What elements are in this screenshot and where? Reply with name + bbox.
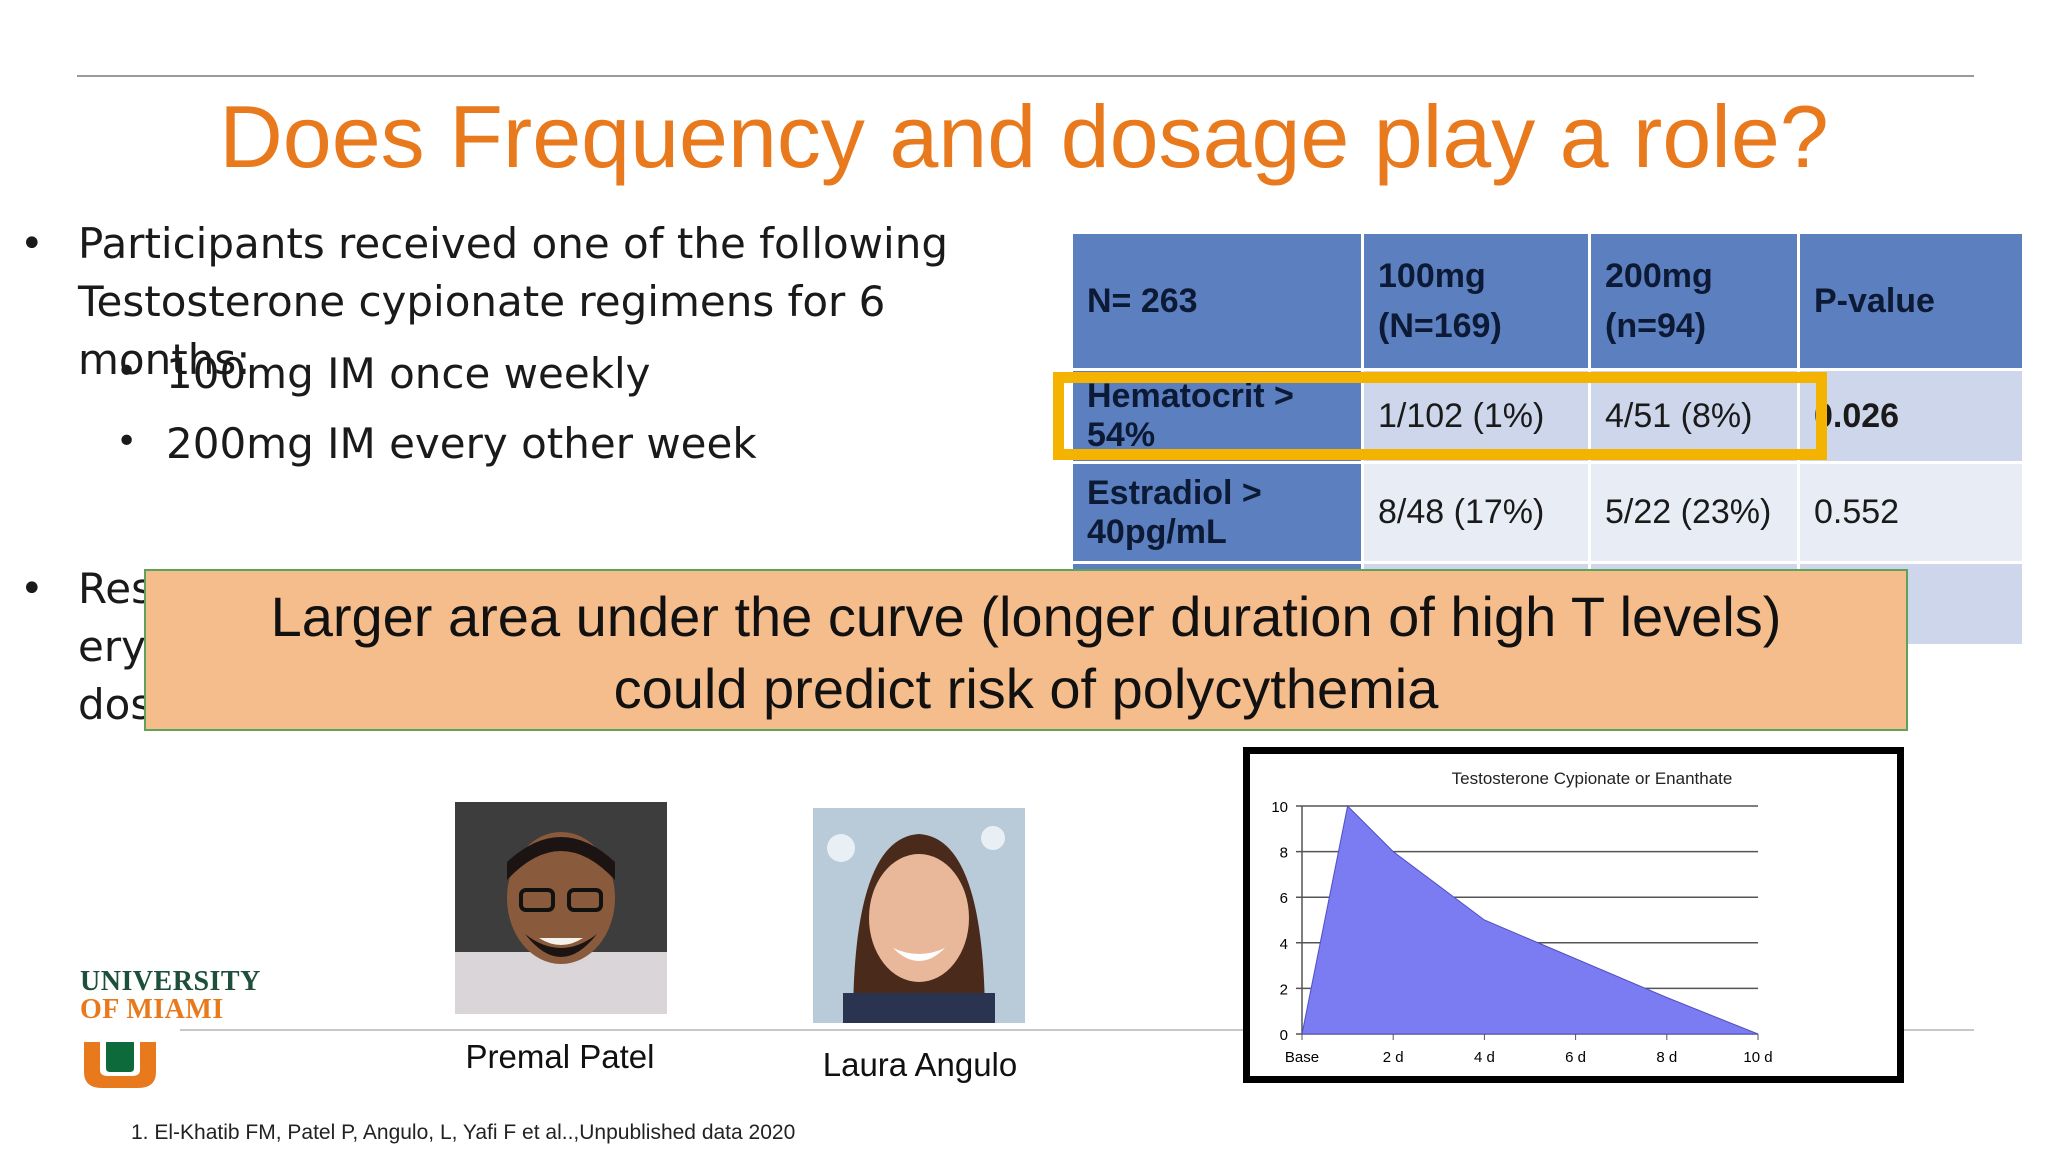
logo-university: UNIVERSITY bbox=[80, 966, 261, 997]
sub-bullet-100mg: • 100mg IM once weekly bbox=[98, 345, 651, 403]
bottom-divider bbox=[180, 1029, 1974, 1031]
header-cell: N= 263 bbox=[1073, 234, 1364, 371]
u-logo-icon bbox=[84, 1042, 156, 1088]
callout-box: Larger area under the curve (longer dura… bbox=[144, 569, 1908, 731]
y-tick-label: 4 bbox=[1280, 936, 1288, 953]
sub-bullet-dot: • bbox=[116, 351, 138, 392]
top-divider bbox=[77, 75, 1974, 77]
bullet-dot: • bbox=[20, 566, 44, 612]
sub-bullet-dot: • bbox=[116, 421, 138, 462]
bullet-participants-text: Participants received one of the followi… bbox=[78, 219, 948, 384]
table-row: Estradiol > 40pg/mL 8/48 (17%) 5/22 (23%… bbox=[1073, 462, 2025, 564]
caption-premal-patel: Premal Patel bbox=[465, 1038, 655, 1075]
row-label: Estradiol > 40pg/mL bbox=[1073, 462, 1364, 564]
table-cell: 1/102 (1%) bbox=[1362, 369, 1591, 464]
portrait-premal-patel bbox=[455, 802, 667, 1014]
header-cell: 100mg (N=169) bbox=[1362, 234, 1591, 371]
bullet-results-text: Res ery dos bbox=[78, 564, 154, 729]
table-cell: 8/48 (17%) bbox=[1362, 462, 1591, 564]
y-tick-label: 8 bbox=[1280, 845, 1288, 862]
bullet-dot: • bbox=[20, 221, 44, 267]
table-cell: 4/51 (8%) bbox=[1589, 369, 1800, 464]
header-cell: P-value bbox=[1798, 234, 2025, 371]
callout-line-1: Larger area under the curve (longer dura… bbox=[270, 585, 1782, 648]
table-cell: 0.026 bbox=[1798, 369, 2025, 464]
table-header-row: N= 263 100mg (N=169) 200mg (n=94) P-valu… bbox=[1073, 234, 2025, 371]
y-tick-label: 6 bbox=[1280, 890, 1288, 907]
caption-laura-angulo: Laura Angulo bbox=[822, 1046, 1018, 1083]
portrait-laura-angulo bbox=[813, 808, 1025, 1023]
table-row: Hematocrit > 54% 1/102 (1%) 4/51 (8%) 0.… bbox=[1073, 369, 2025, 464]
x-tick-label: 6 d bbox=[1565, 1049, 1586, 1066]
header-cell: 200mg (n=94) bbox=[1589, 234, 1800, 371]
x-tick-label: Base bbox=[1285, 1049, 1319, 1066]
x-tick-label: 2 d bbox=[1383, 1049, 1404, 1066]
footnote: 1. El-Khatib FM, Patel P, Angulo, L, Yaf… bbox=[131, 1121, 796, 1144]
bullet-participants: • Participants received one of the follo… bbox=[20, 215, 1060, 389]
highlight-box bbox=[1053, 372, 1827, 460]
chart-svg: Testosterone Cypionate or Enanthate 0 2 4 6… bbox=[1271, 769, 1772, 1066]
x-tick-label: 10 d bbox=[1743, 1049, 1772, 1066]
sub-bullet-200mg-text: 200mg IM every other week bbox=[166, 419, 757, 468]
area-series bbox=[1301, 804, 1759, 1035]
y-tick-label: 0 bbox=[1280, 1027, 1288, 1044]
x-tick-label: 4 d bbox=[1474, 1049, 1495, 1066]
sub-bullet-200mg: • 200mg IM every other week bbox=[98, 415, 757, 473]
chart-title: Testosterone Cypionate or Enanthate bbox=[1452, 769, 1733, 788]
sub-bullet-100mg-text: 100mg IM once weekly bbox=[166, 349, 651, 398]
logo-of-miami: OF MIAMI bbox=[80, 994, 224, 1025]
table-cell: 5/22 (23%) bbox=[1589, 462, 1800, 564]
table-cell: 0.552 bbox=[1798, 462, 2025, 564]
testosterone-chart: Testosterone Cypionate or Enanthate 0 2 4 6… bbox=[1243, 747, 1904, 1083]
bullet-results-partial: • Res ery dos bbox=[20, 560, 153, 734]
row-label: Hematocrit > 54% bbox=[1073, 369, 1364, 464]
y-tick-label: 2 bbox=[1280, 981, 1288, 998]
slide-title: Does Frequency and dosage play a role? bbox=[219, 87, 1829, 186]
y-tick-label: 10 bbox=[1271, 799, 1288, 816]
callout-line-2: could predict risk of polycythemia bbox=[613, 657, 1439, 720]
x-tick-label: 8 d bbox=[1656, 1049, 1677, 1066]
